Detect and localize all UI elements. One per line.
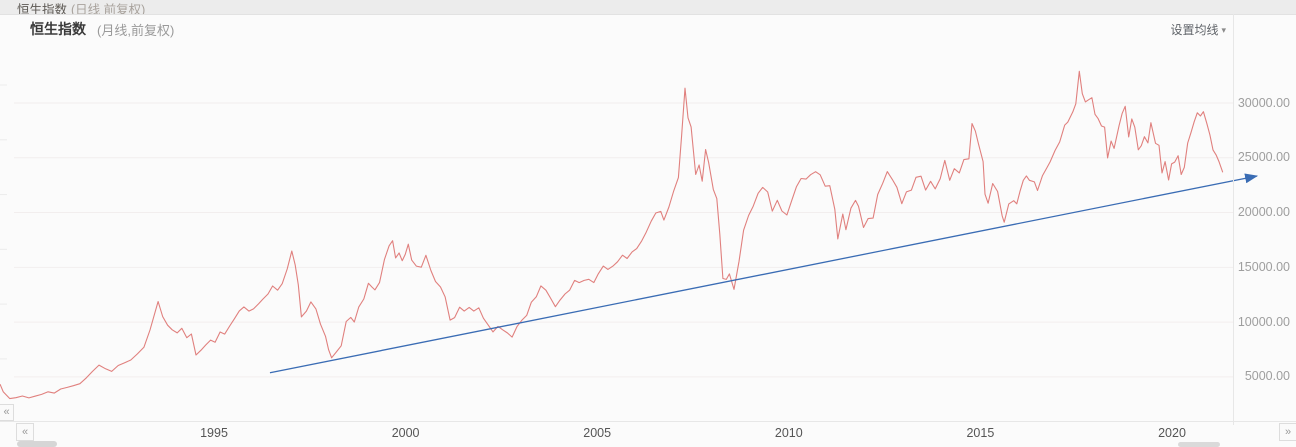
ma-settings-button[interactable]: 设置均线 ▾ xyxy=(1170,21,1226,38)
x-axis-label: 2000 xyxy=(391,426,420,440)
price-line xyxy=(0,70,1224,400)
y-axis-label: 20000.00 xyxy=(1237,205,1290,220)
x-axis-label: 1995 xyxy=(200,426,228,440)
chevron-down-icon: ▾ xyxy=(1221,25,1226,35)
time-axis-line xyxy=(0,421,1296,422)
pan-left-button[interactable]: « xyxy=(16,423,34,441)
tab-subtitle: (日线 前复权) xyxy=(71,3,146,15)
y-axis-label: 5000.00 xyxy=(1244,369,1290,384)
chart-title: 恒生指数 xyxy=(30,21,86,37)
left-minor-ticks xyxy=(0,84,7,360)
tab-title: 恒生指数 xyxy=(17,3,68,15)
x-axis-label: 2010 xyxy=(774,426,803,440)
ma-settings-label: 设置均线 xyxy=(1170,23,1219,37)
y-axis-label: 10000.00 xyxy=(1237,314,1290,329)
window-tab: 恒生指数 (日线 前复权) xyxy=(17,0,146,15)
x-axis-label: 2015 xyxy=(966,426,995,440)
x-axis-label: 2020 xyxy=(1158,426,1186,440)
trend-arrow-annotation[interactable] xyxy=(269,173,1259,374)
price-axis-divider xyxy=(1233,14,1234,425)
y-axis-label: 25000.00 xyxy=(1237,150,1290,165)
pan-right-button[interactable]: » xyxy=(1279,423,1296,441)
gridlines xyxy=(14,102,1233,378)
x-axis-label: 2005 xyxy=(583,426,612,440)
scrollbar-thumb-right[interactable] xyxy=(1178,442,1220,447)
panel-collapse-button[interactable]: « xyxy=(0,404,14,421)
scrollbar-thumb-left[interactable] xyxy=(17,441,57,447)
chart-subtitle: (月线,前复权) xyxy=(97,23,175,38)
y-axis-label: 30000.00 xyxy=(1237,95,1290,110)
y-axis-label: 15000.00 xyxy=(1237,259,1290,274)
window-tab-bar: 恒生指数 (日线 前复权) xyxy=(0,0,1296,15)
